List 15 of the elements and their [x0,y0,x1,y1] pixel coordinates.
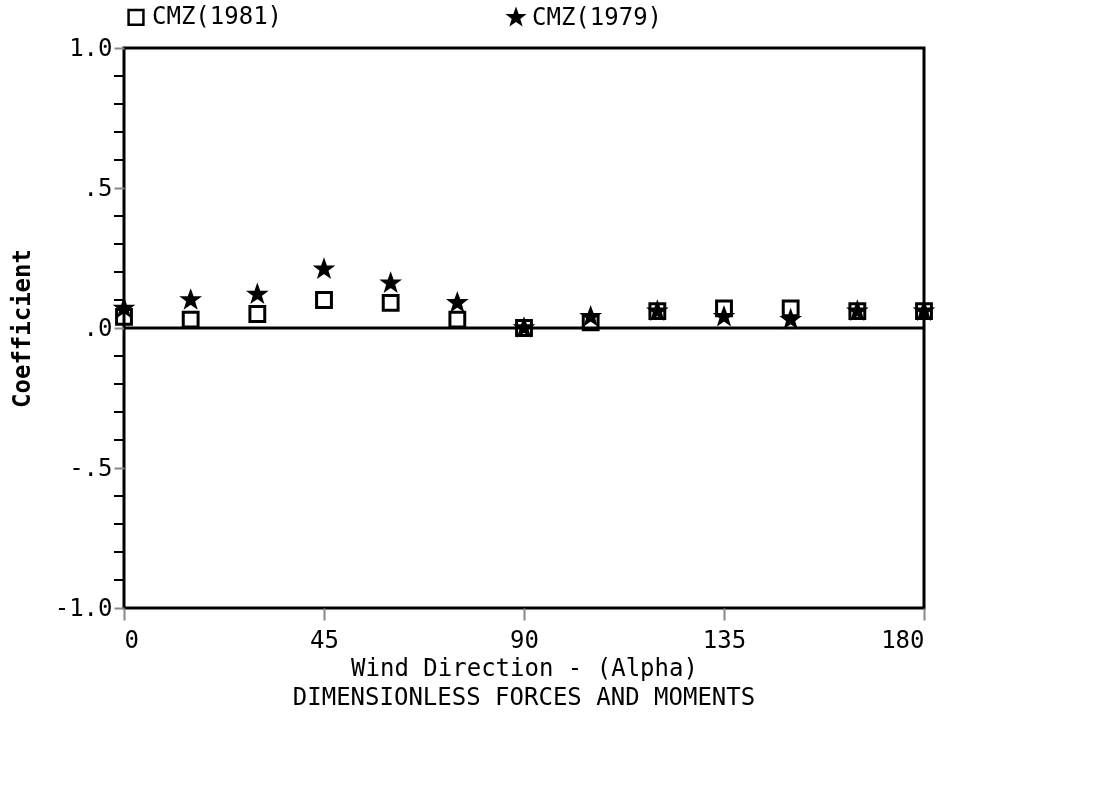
x-axis-title: Wind Direction - (Alpha) [351,653,698,682]
text: DIMENSIONLESS FORCES AND MOMENTS [292,683,756,711]
x-tick-label: 45 [310,625,339,654]
y-tick-label: -1.0 [54,593,113,622]
y-tick-label: -.5 [69,453,113,482]
y-tick-label: .0 [83,313,113,342]
x-tick-label: 180 [881,625,925,654]
y-tick-label: 1.0 [69,33,113,62]
y-axis-title: Coefficient [7,249,36,408]
x-tick-label: 90 [510,625,539,654]
legend-label: CMZ(1979) [532,2,663,31]
x-tick-label: 0 [124,625,139,654]
legend-label: CMZ(1981) [152,2,283,31]
x-tick-label: 135 [702,625,747,654]
y-tick-label: .5 [83,173,113,202]
